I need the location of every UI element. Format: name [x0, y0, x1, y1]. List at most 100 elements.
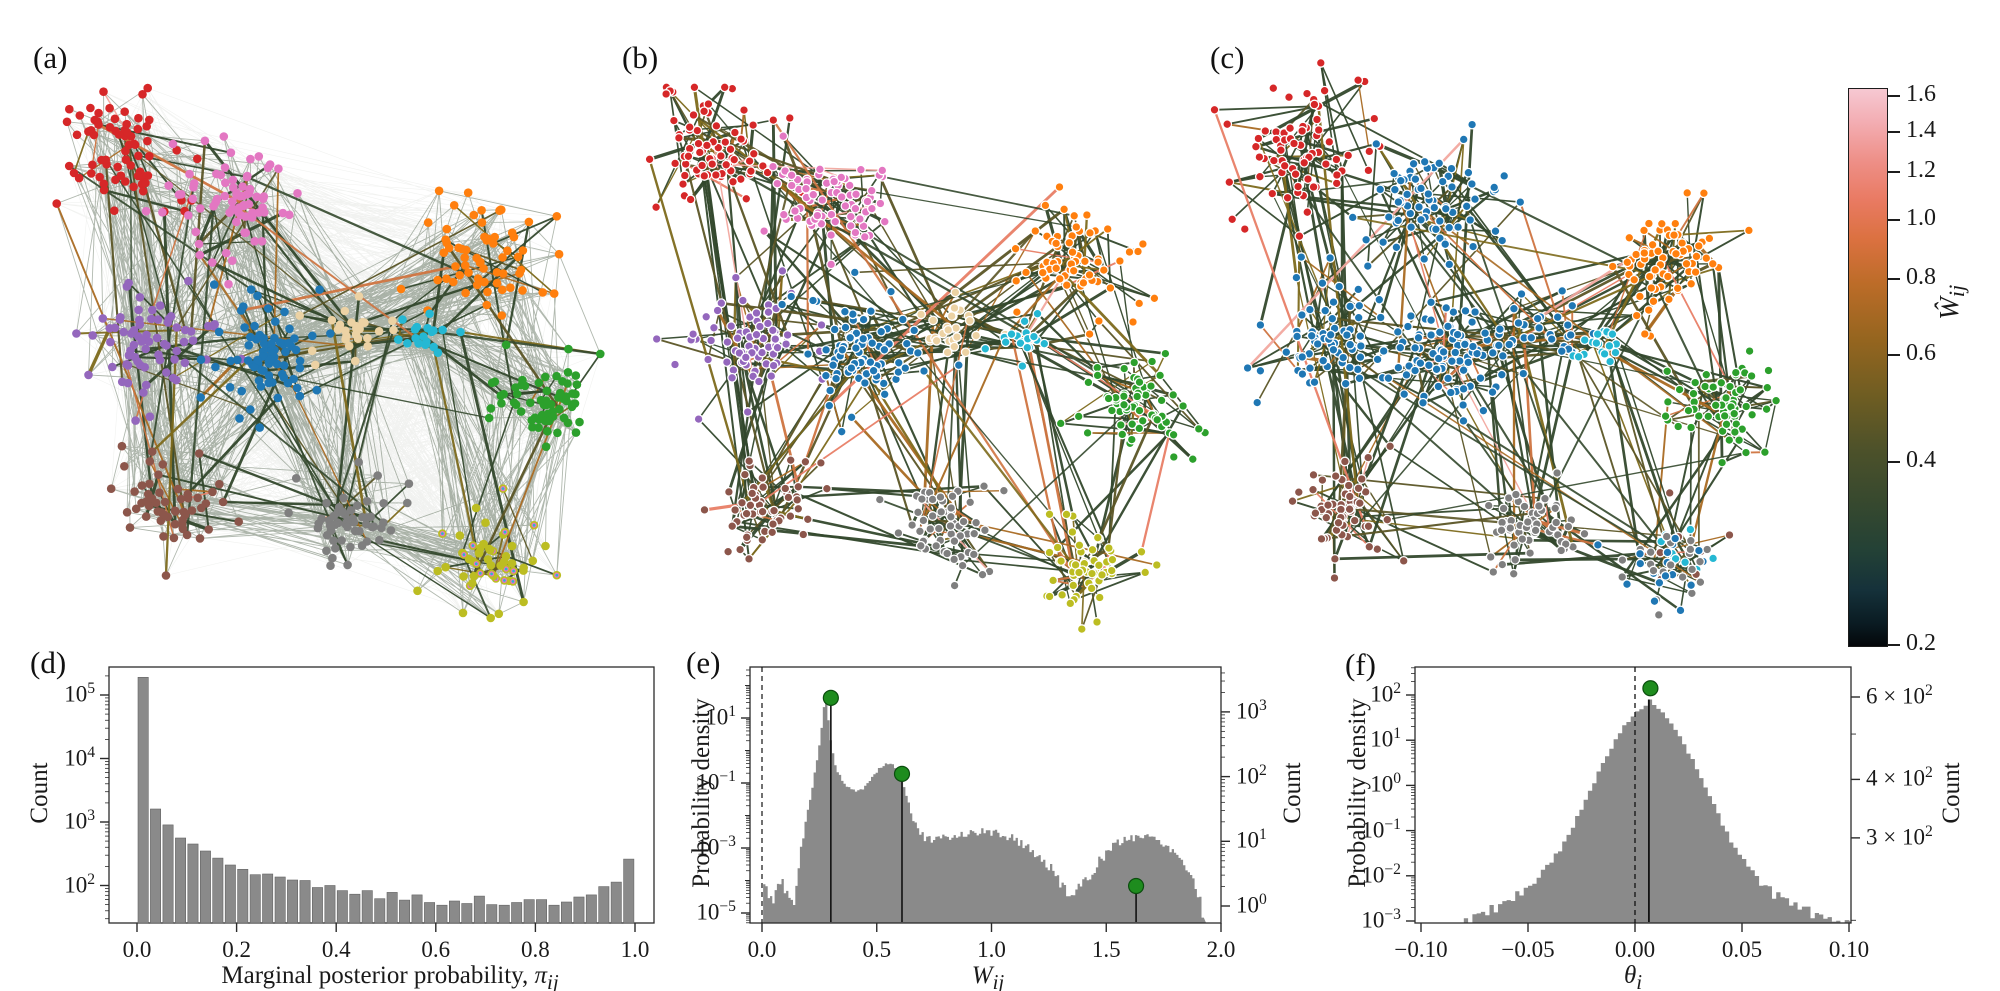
network-node — [782, 330, 793, 340]
network-node — [1653, 246, 1664, 257]
network-node — [253, 291, 262, 301]
network-node — [1591, 338, 1602, 349]
network-node — [1294, 231, 1305, 242]
e-xlabel-sub: ij — [992, 970, 1005, 991]
network-node — [99, 185, 109, 195]
network-node — [1579, 528, 1590, 539]
network-node — [515, 269, 524, 278]
network-node — [183, 489, 192, 499]
network-node — [379, 499, 388, 508]
network-node — [1224, 177, 1235, 188]
network-node — [1252, 397, 1263, 408]
network-node — [184, 211, 193, 220]
bar — [299, 880, 311, 924]
network-node — [1480, 328, 1491, 339]
count-tick-label: 101 — [1236, 826, 1267, 853]
network-node — [315, 285, 324, 294]
bar — [511, 902, 523, 924]
network-node — [1734, 435, 1745, 446]
network-node — [280, 307, 289, 317]
network-node — [1369, 113, 1380, 124]
network-node — [1147, 356, 1158, 367]
network-node — [148, 305, 157, 315]
network-b-edges — [776, 324, 823, 364]
network-node — [1677, 572, 1688, 583]
network-node — [1565, 330, 1576, 340]
network-node — [143, 136, 152, 146]
network-node — [1325, 253, 1336, 263]
network-node — [1308, 182, 1319, 192]
network-node — [483, 555, 493, 564]
network-node — [524, 217, 534, 227]
network-node — [250, 321, 259, 331]
network-node — [179, 337, 189, 347]
network-node — [1729, 408, 1740, 419]
network-node — [279, 361, 289, 370]
network-node — [331, 544, 340, 553]
network-b-edges — [962, 406, 1134, 567]
network-node — [1681, 258, 1692, 269]
network-node — [133, 124, 143, 134]
network-node — [1282, 192, 1293, 203]
network-node — [979, 481, 989, 492]
network-node — [1056, 556, 1067, 567]
network-node — [1579, 335, 1590, 346]
network-node — [1250, 141, 1261, 152]
network-node — [171, 507, 180, 516]
network-node — [135, 293, 145, 302]
colorbar-tick-label: 1.6 — [1906, 81, 1936, 108]
network-node — [1629, 274, 1640, 285]
network-node — [477, 206, 486, 215]
network-node — [1151, 560, 1162, 570]
network-node — [1168, 452, 1179, 462]
network-node — [129, 326, 139, 335]
network-node — [1671, 248, 1681, 259]
network-node — [859, 231, 870, 242]
network-node — [123, 361, 133, 370]
network-node — [311, 360, 320, 370]
network-node — [651, 202, 662, 213]
mode-marker — [1642, 680, 1659, 697]
network-node — [498, 253, 507, 262]
network-node — [1354, 373, 1365, 384]
network-node — [1460, 305, 1471, 316]
network-node — [1644, 271, 1655, 282]
network-node — [1103, 543, 1114, 554]
y-tick-label: 10−3 — [696, 833, 736, 860]
network-node — [846, 412, 857, 423]
network-node — [736, 134, 747, 145]
network-node — [831, 373, 842, 384]
bar — [585, 894, 597, 924]
network-b-edges — [967, 532, 1085, 564]
network-node — [209, 322, 219, 331]
network-node — [952, 332, 962, 343]
network-node — [441, 562, 450, 572]
network-node — [1022, 342, 1033, 353]
network-node — [1061, 509, 1072, 520]
network-node — [555, 404, 564, 414]
network-node — [511, 400, 521, 410]
network-node — [971, 517, 982, 528]
network-c-edges — [1387, 451, 1747, 521]
d-xlabel-sub: ij — [547, 970, 559, 991]
network-node — [191, 227, 201, 237]
network-node — [506, 283, 515, 293]
network-node — [1093, 316, 1104, 326]
network-node — [1361, 234, 1372, 245]
network-node — [766, 371, 777, 382]
network-node — [844, 180, 855, 191]
network-node — [1526, 332, 1537, 343]
network-node — [1137, 239, 1148, 249]
network-node — [763, 307, 774, 318]
network-node — [1505, 523, 1516, 534]
network-node — [879, 344, 890, 355]
network-node — [105, 103, 114, 113]
network-node — [829, 324, 840, 335]
network-node — [184, 276, 193, 286]
network-node — [1015, 338, 1026, 349]
network-node — [1291, 272, 1302, 283]
network-node — [219, 132, 229, 141]
network-node — [953, 360, 964, 371]
network-node — [1362, 261, 1373, 272]
network-node — [379, 518, 388, 527]
